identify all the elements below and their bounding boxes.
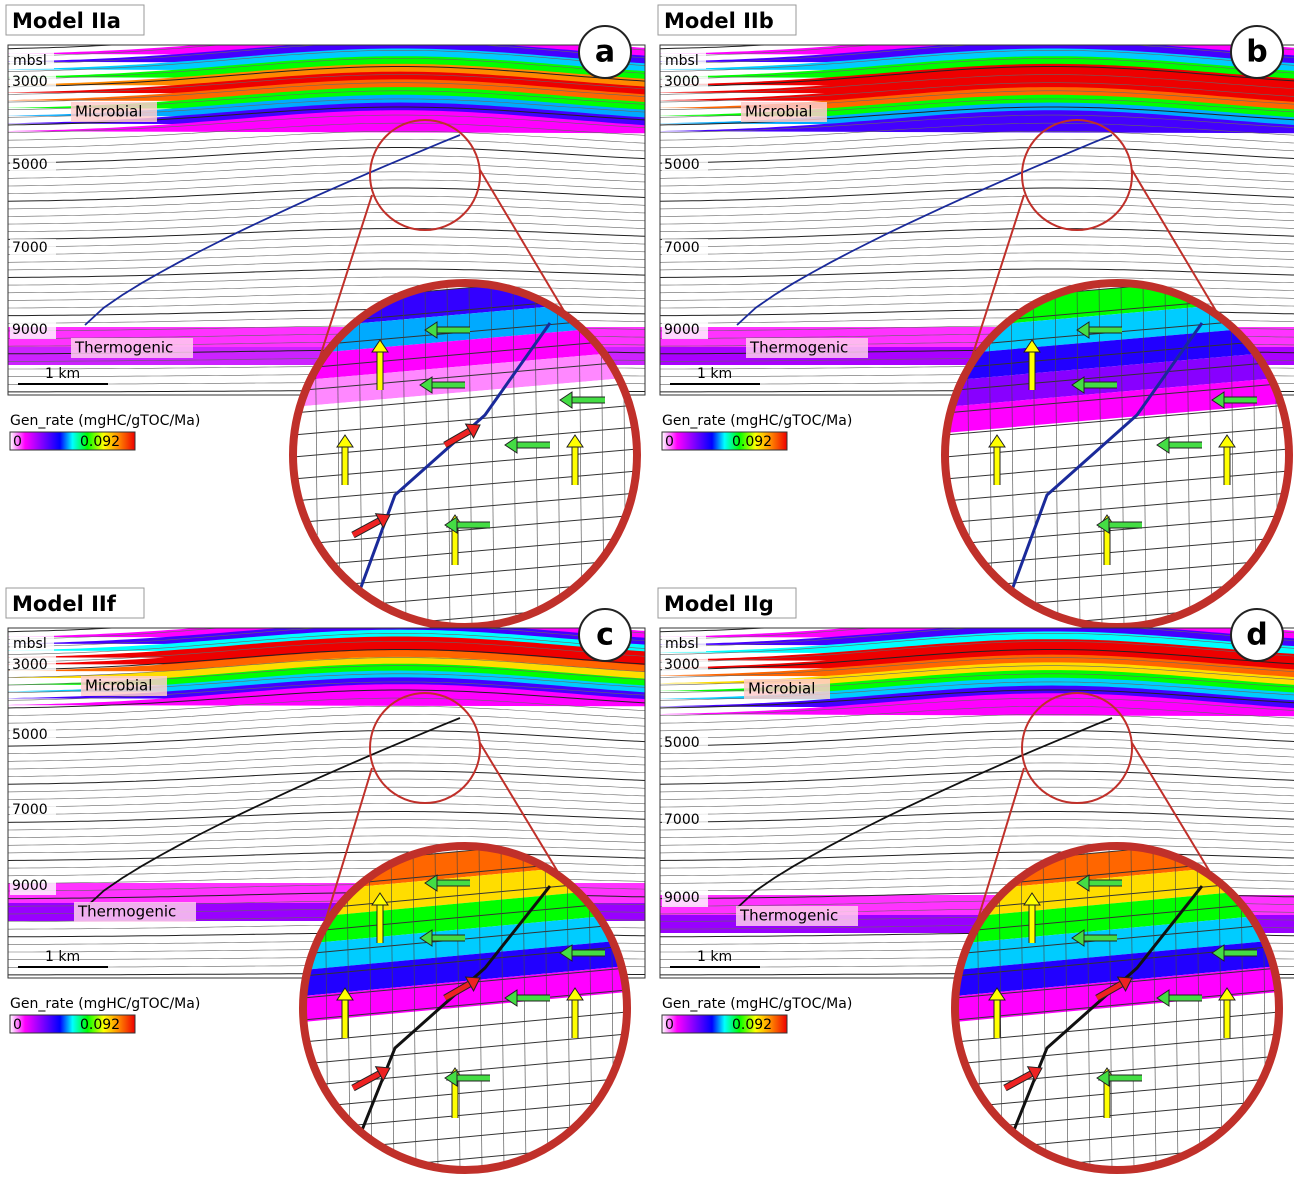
layer-label: Microbial: [85, 677, 152, 695]
depth-label: 7000: [12, 240, 48, 256]
layer-label: Thermogenic: [77, 903, 176, 921]
panel-letter: b: [1246, 35, 1267, 70]
panel-title: Model IIb: [664, 9, 774, 33]
depth-label: 9000: [12, 878, 48, 894]
layer-label: Microbial: [75, 103, 142, 121]
legend-min: 0: [13, 434, 22, 450]
depth-label: 5000: [12, 157, 48, 173]
layer-label: Microbial: [745, 103, 812, 121]
depth-unit: mbsl: [13, 53, 47, 69]
depth-label: 3000: [12, 657, 48, 673]
depth-label: 7000: [12, 802, 48, 818]
panel: Model IIa a mbsl 3000 5000 7000 9000 Microbial T…: [0, 5, 650, 633]
depth-label: 5000: [664, 157, 700, 173]
depth-label: 3000: [664, 657, 700, 673]
depth-label: 7000: [664, 240, 700, 256]
depth-label: 9000: [12, 322, 48, 338]
legend-title: Gen_rate (mgHC/gTOC/Ma): [662, 996, 852, 1012]
legend-title: Gen_rate (mgHC/gTOC/Ma): [10, 996, 200, 1012]
depth-label: 5000: [12, 727, 48, 743]
depth-label: 3000: [664, 74, 700, 90]
legend-max: 0.092: [80, 434, 120, 450]
legend-min: 0: [13, 1017, 22, 1033]
depth-unit: mbsl: [665, 636, 699, 652]
depth-label: 5000: [664, 735, 700, 751]
layer-label: Thermogenic: [749, 339, 848, 357]
depth-unit: mbsl: [13, 636, 47, 652]
panel: Model IIb b mbsl 3000 5000 7000 9000 Microbial T…: [652, 5, 1294, 633]
depth-label: 9000: [664, 890, 700, 906]
depth-unit: mbsl: [665, 53, 699, 69]
legend-min: 0: [665, 1017, 674, 1033]
layer-label: Microbial: [748, 680, 815, 698]
panel: Model IIf c mbsl 3000 5000 7000 9000 Microbial T…: [0, 588, 650, 1178]
legend-max: 0.092: [732, 434, 772, 450]
panel-title: Model IIa: [12, 9, 121, 33]
scale-label: 1 km: [697, 366, 732, 382]
legend-title: Gen_rate (mgHC/gTOC/Ma): [10, 413, 200, 429]
panel-letter: c: [596, 618, 614, 653]
scale-label: 1 km: [45, 949, 80, 965]
page: {"panels":[ {"title":"Model IIa","letter…: [0, 0, 1294, 1178]
panel: Model IIg d mbsl 3000 5000 7000 9000 Microbial T…: [652, 588, 1294, 1178]
depth-label: 9000: [664, 322, 700, 338]
legend-max: 0.092: [732, 1017, 772, 1033]
layer-label: Thermogenic: [739, 907, 838, 925]
scale-label: 1 km: [697, 949, 732, 965]
layer-label: Thermogenic: [74, 339, 173, 357]
panel-title: Model IIf: [12, 592, 117, 616]
panel-title: Model IIg: [664, 592, 774, 616]
scale-label: 1 km: [45, 366, 80, 382]
legend-max: 0.092: [80, 1017, 120, 1033]
legend-title: Gen_rate (mgHC/gTOC/Ma): [662, 413, 852, 429]
panel-letter: d: [1246, 618, 1267, 653]
depth-label: 7000: [664, 812, 700, 828]
panel-letter: a: [595, 35, 615, 70]
legend-min: 0: [665, 434, 674, 450]
figure: Model IIa a mbsl 3000 5000 7000 9000 Microbial T…: [0, 0, 1294, 1178]
depth-label: 3000: [12, 74, 48, 90]
